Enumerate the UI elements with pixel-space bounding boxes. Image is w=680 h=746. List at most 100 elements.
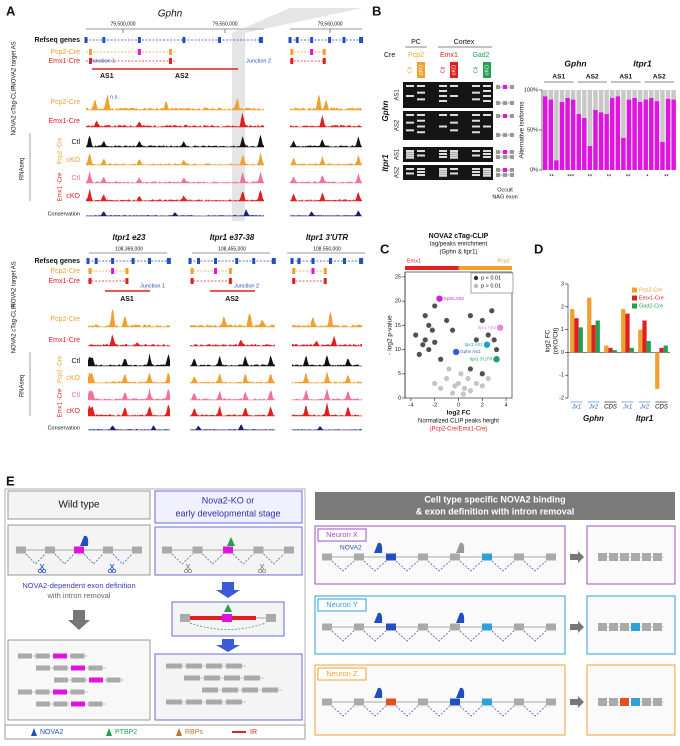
gel-band [472, 174, 480, 176]
splice-arc [523, 705, 547, 717]
highlight-point [436, 295, 443, 302]
gel-band [439, 95, 447, 97]
exon [482, 623, 492, 631]
label: AS1 [619, 74, 632, 81]
label: Itpr1 e23 [113, 233, 146, 242]
label: Neuron Y [326, 600, 358, 609]
read-exon [226, 699, 242, 705]
label: Junction 2 [234, 283, 259, 289]
label: * [646, 175, 649, 181]
exon [16, 546, 26, 554]
label: 79,550,000 [212, 21, 237, 27]
label: AS1 [552, 74, 565, 81]
label: log2 FC [545, 329, 552, 352]
label: Junction 1 [90, 58, 115, 64]
label: Cortex [454, 39, 475, 46]
label: Gphn [564, 58, 586, 68]
point [432, 380, 438, 387]
label: Emx1 -Cre [58, 172, 64, 201]
label: Junction 1 [140, 283, 165, 289]
bar [637, 102, 643, 170]
exon [88, 278, 92, 284]
gel-band [483, 153, 491, 155]
y-tick-label: 50% [527, 127, 538, 133]
exon [354, 623, 364, 631]
exon [322, 698, 332, 706]
rnaseq-coverage [190, 373, 275, 383]
read-exon [70, 653, 85, 659]
gel-band [406, 121, 414, 124]
label: NOVA2 target AS [12, 41, 18, 87]
gel-band [439, 153, 447, 155]
exon [418, 553, 428, 561]
bar [632, 98, 637, 170]
isoform-exon [496, 101, 500, 105]
exon [188, 258, 192, 264]
exon [322, 58, 326, 64]
label: Conservation [48, 211, 80, 217]
read-exon [166, 699, 182, 705]
label: Pcp2-Cre [50, 49, 80, 56]
gel-band [450, 121, 458, 124]
exon [271, 258, 276, 264]
exon [222, 614, 232, 622]
bar [595, 320, 600, 353]
highlight-point [483, 341, 491, 348]
label: Neuron X [326, 530, 358, 539]
header-box [7, 490, 151, 520]
point [438, 385, 444, 391]
read-exon [598, 553, 607, 561]
read-exon [631, 553, 640, 561]
read-exon [206, 663, 222, 669]
rnaseq-coverage [292, 402, 362, 416]
rnaseq-coverage [292, 355, 362, 366]
point [479, 383, 485, 389]
exon [354, 698, 364, 706]
clip-coverage [292, 335, 362, 346]
read-exon [262, 687, 278, 693]
gel-band [417, 125, 425, 128]
exon [253, 546, 264, 554]
read-exon [35, 653, 50, 659]
label: Wild type [58, 500, 100, 511]
bar [638, 329, 643, 353]
label: cKO [451, 64, 457, 75]
exon [180, 614, 190, 622]
isoform-exon [503, 133, 507, 137]
label: Neuron Z [326, 669, 358, 678]
label: NOVA2 cTag-CLIP [12, 86, 18, 136]
bar [559, 102, 565, 170]
highlight-point [493, 356, 500, 363]
read-exon [88, 665, 103, 671]
exon [162, 546, 172, 554]
gel-band [472, 98, 480, 101]
rbp [456, 687, 465, 698]
splice-arc [427, 630, 451, 642]
point [449, 327, 456, 333]
label: Emx1 -Cre [58, 388, 64, 417]
gel-band [406, 85, 414, 87]
exon [103, 546, 113, 554]
label: (Pcp2-Cre/Emx1-Cre) [429, 427, 487, 433]
legend-marker [473, 283, 479, 289]
gel-band [483, 90, 491, 92]
x-tick-label: Jx2 [588, 405, 599, 411]
read-exon [242, 687, 258, 693]
arrow [570, 696, 584, 708]
gel-band [483, 156, 491, 158]
label: early developmental stage [175, 508, 280, 518]
rnaseq-coverage [292, 388, 362, 400]
rbp [374, 612, 383, 623]
isoform-exon [503, 150, 507, 154]
label: Emx1 [440, 52, 458, 59]
conservation [88, 425, 170, 430]
splice-arc [491, 630, 515, 642]
label: ** [588, 175, 593, 181]
point [467, 388, 473, 394]
splice-arc [54, 553, 75, 565]
x-tick-label: 2 [481, 402, 484, 408]
rbp [80, 535, 89, 546]
gel-band [483, 114, 491, 116]
point [493, 346, 500, 353]
gel-band [417, 154, 425, 157]
